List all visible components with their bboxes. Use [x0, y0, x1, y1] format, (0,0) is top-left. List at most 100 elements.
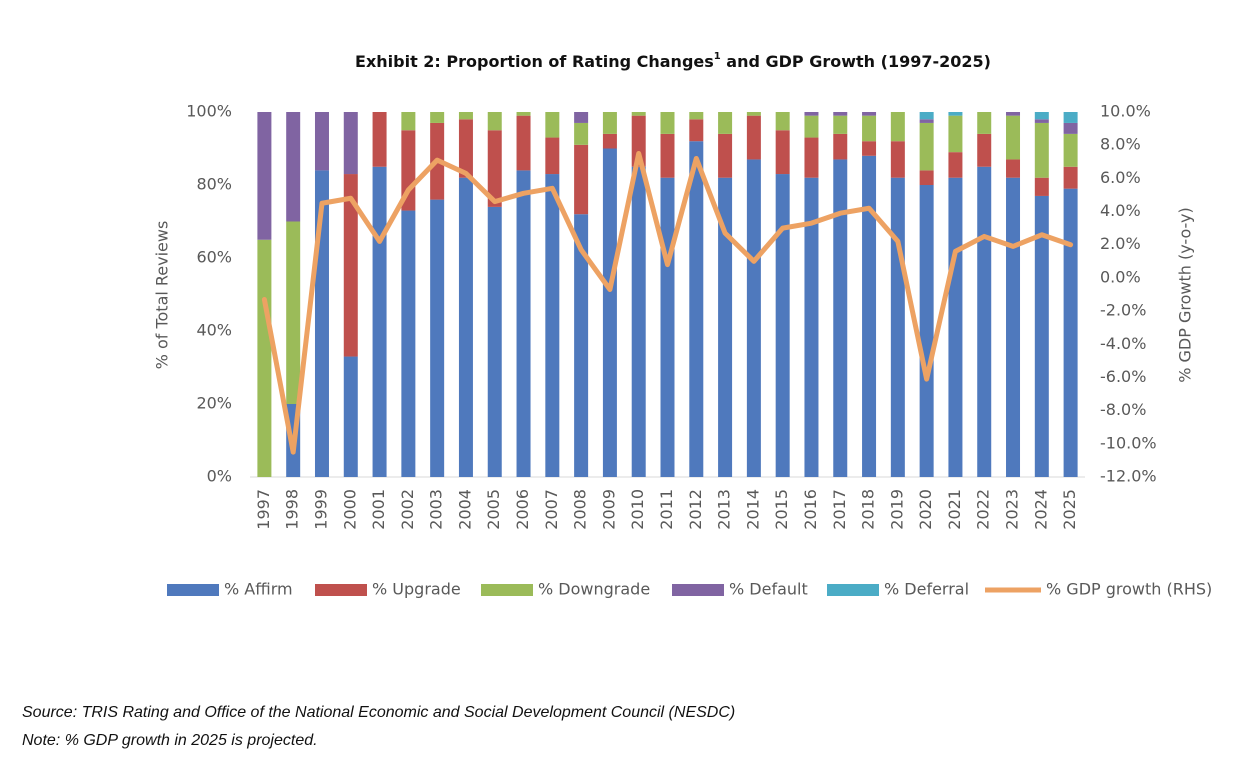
bar-segment — [718, 177, 733, 477]
bar-segment — [862, 141, 877, 156]
legend-label: % Default — [729, 580, 808, 599]
bar-segment — [919, 112, 934, 120]
bar-segment — [718, 112, 733, 134]
y-tick-label: 80% — [196, 175, 232, 194]
bar-segment — [689, 112, 704, 120]
x-tick-label: 2004 — [455, 489, 474, 530]
x-tick-label: 2005 — [484, 489, 503, 530]
bar-segment — [977, 133, 992, 167]
bar-segment — [746, 112, 761, 116]
bar-segment — [890, 141, 905, 178]
bar-segment — [804, 115, 819, 138]
bar-segment — [948, 115, 963, 153]
bar-segment — [890, 112, 905, 142]
x-tick-label: 1999 — [311, 489, 330, 530]
bar-segment — [1034, 177, 1049, 196]
bar-segment — [286, 112, 301, 222]
y2-tick-label: -6.0% — [1100, 367, 1146, 386]
bar-segment — [343, 112, 358, 175]
bar-segment — [977, 166, 992, 477]
title-text: Exhibit 2: Proportion of Rating Changes — [355, 52, 714, 71]
bar-segment — [862, 155, 877, 478]
bar-segment — [746, 159, 761, 477]
bar-segment — [430, 112, 445, 123]
bar-segment — [775, 112, 790, 131]
bar-segment — [1034, 195, 1049, 477]
bar-segment — [516, 115, 531, 171]
y2-tick-label: -2.0% — [1100, 301, 1146, 320]
y-tick-label: 0% — [207, 467, 232, 486]
bar-segment — [775, 130, 790, 175]
bar-segment — [1034, 112, 1049, 120]
bar-segment — [660, 177, 675, 477]
bar-segment — [516, 170, 531, 477]
bar-segment — [862, 115, 877, 142]
bar-segment — [286, 221, 301, 404]
bar-segment — [804, 137, 819, 178]
y2-tick-label: -12.0% — [1100, 467, 1157, 486]
bar-segment — [574, 144, 589, 215]
bar-segment — [1063, 166, 1078, 189]
bar-segment — [804, 177, 819, 477]
y2-tick-label: 4.0% — [1100, 201, 1141, 220]
bar-segment — [458, 177, 473, 477]
bar-segment — [804, 112, 819, 116]
bar-segment — [487, 112, 502, 131]
x-tick-label: 2012 — [686, 489, 705, 530]
bar-segment — [574, 214, 589, 477]
legend-swatch — [167, 584, 219, 596]
bar-segment — [689, 141, 704, 477]
x-tick-label: 2014 — [743, 489, 762, 530]
x-tick-label: 2022 — [974, 489, 993, 530]
x-tick-label: 2011 — [657, 489, 676, 530]
legend-swatch — [315, 584, 367, 596]
bar-segment — [833, 159, 848, 477]
bar-segment — [919, 170, 934, 185]
x-tick-label: 2025 — [1060, 489, 1079, 530]
x-tick-label: 2010 — [628, 489, 647, 530]
bar-segment — [919, 185, 934, 477]
bar-segment — [890, 177, 905, 477]
x-tick-label: 2008 — [571, 489, 590, 530]
chart-title: Exhibit 2: Proportion of Rating Changes1… — [355, 51, 991, 71]
y-tick-label: 20% — [196, 394, 232, 413]
x-tick-label: 2020 — [916, 489, 935, 530]
y-axis-label: % of Total Reviews — [153, 221, 172, 370]
bar-segment — [487, 130, 502, 207]
bar-segment — [1063, 133, 1078, 167]
title-text: and GDP Growth (1997-2025) — [721, 52, 991, 71]
bar-segment — [1063, 188, 1078, 477]
bar-segment — [977, 112, 992, 134]
bar-segment — [343, 174, 358, 357]
bar-segment — [660, 112, 675, 134]
bar-segment — [257, 112, 272, 240]
bar-segment — [919, 119, 934, 123]
bar-segment — [372, 166, 387, 477]
x-tick-label: 2007 — [542, 489, 561, 530]
bar-segment — [574, 112, 589, 123]
legend-label: % Upgrade — [372, 580, 461, 599]
bar-segment — [430, 199, 445, 477]
bar-segment — [862, 112, 877, 116]
bar-segment — [1006, 112, 1021, 116]
bar-segment — [689, 119, 704, 142]
y2-tick-label: -8.0% — [1100, 400, 1146, 419]
bar-segment — [343, 356, 358, 477]
legend-label: % Downgrade — [538, 580, 650, 599]
bar-segment — [1063, 112, 1078, 123]
bar-segment — [545, 112, 560, 138]
bar-segment — [574, 122, 589, 145]
x-tick-label: 2003 — [427, 489, 446, 530]
bar-segment — [631, 112, 646, 116]
bar-segment — [401, 112, 416, 131]
bar-segment — [1034, 119, 1049, 123]
bar-segment — [631, 115, 646, 167]
x-tick-label: 2018 — [859, 489, 878, 530]
y2-axis-label: % GDP Growth (y-o-y) — [1176, 207, 1195, 383]
x-tick-label: 2013 — [715, 489, 734, 530]
x-tick-label: 2019 — [887, 489, 906, 530]
y2-tick-label: 6.0% — [1100, 168, 1141, 187]
bar-segment — [948, 152, 963, 178]
x-tick-label: 1998 — [283, 489, 302, 530]
